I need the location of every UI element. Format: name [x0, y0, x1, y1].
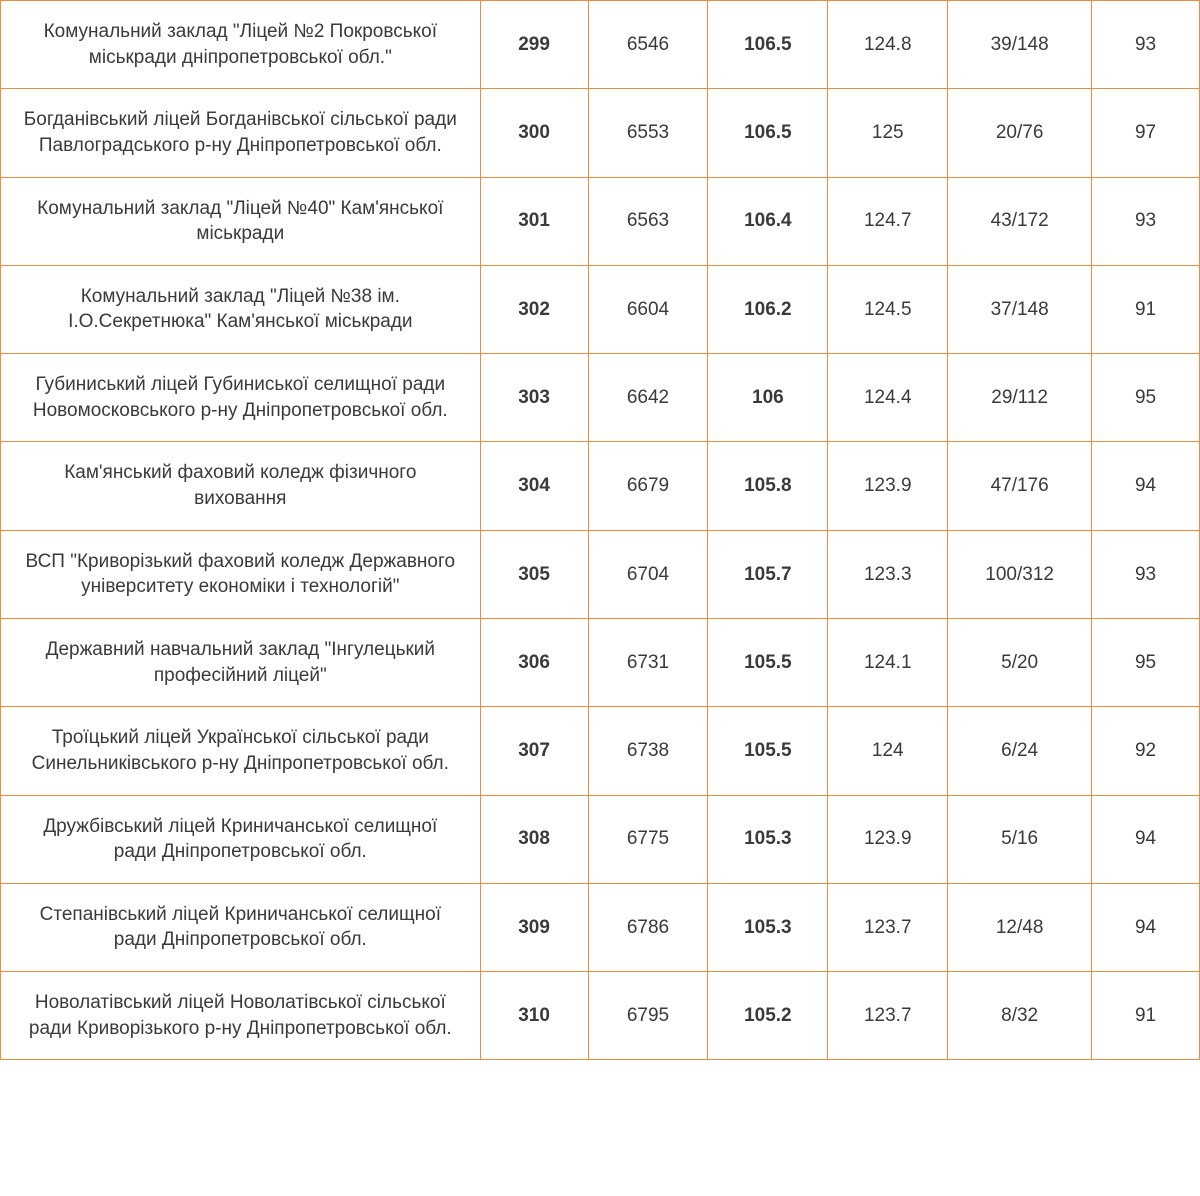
- cell-rank: 304: [480, 442, 588, 530]
- cell-score: 105.8: [708, 442, 828, 530]
- cell-ratio: 6/24: [948, 707, 1092, 795]
- cell-score: 106: [708, 354, 828, 442]
- cell-ratio: 39/148: [948, 1, 1092, 89]
- cell-ratio: 47/176: [948, 442, 1092, 530]
- cell-num2: 124.1: [828, 618, 948, 706]
- cell-score: 105.5: [708, 707, 828, 795]
- table-row: Комунальний заклад "Ліцей №38 ім. І.О.Се…: [1, 265, 1200, 353]
- cell-score: 105.3: [708, 795, 828, 883]
- cell-rank: 306: [480, 618, 588, 706]
- table-row: Кам'янський фаховий коледж фізичного вих…: [1, 442, 1200, 530]
- cell-num1: 6563: [588, 177, 708, 265]
- table-row: Степанівський ліцей Криничанської селищн…: [1, 883, 1200, 971]
- cell-rank: 309: [480, 883, 588, 971]
- cell-num2: 125: [828, 89, 948, 177]
- table-row: Губиниський ліцей Губиниської селищної р…: [1, 354, 1200, 442]
- cell-score: 105.7: [708, 530, 828, 618]
- cell-rank: 303: [480, 354, 588, 442]
- cell-num2: 123.9: [828, 442, 948, 530]
- cell-rank: 301: [480, 177, 588, 265]
- cell-num1: 6786: [588, 883, 708, 971]
- cell-num2: 124.5: [828, 265, 948, 353]
- cell-rank: 308: [480, 795, 588, 883]
- cell-name: Новолатівський ліцей Новолатівської сіль…: [1, 972, 481, 1060]
- cell-name: Комунальний заклад "Ліцей №2 Покровської…: [1, 1, 481, 89]
- cell-score: 106.2: [708, 265, 828, 353]
- cell-score: 105.5: [708, 618, 828, 706]
- cell-name: Державний навчальний заклад "Інгулецький…: [1, 618, 481, 706]
- cell-num1: 6738: [588, 707, 708, 795]
- cell-num1: 6679: [588, 442, 708, 530]
- cell-rank: 307: [480, 707, 588, 795]
- cell-score: 106.4: [708, 177, 828, 265]
- table-row: ВСП "Криворізький фаховий коледж Державн…: [1, 530, 1200, 618]
- cell-ratio: 100/312: [948, 530, 1092, 618]
- cell-num3: 93: [1092, 1, 1200, 89]
- cell-num1: 6604: [588, 265, 708, 353]
- cell-name: ВСП "Криворізький фаховий коледж Державн…: [1, 530, 481, 618]
- rankings-table: Комунальний заклад "Ліцей №2 Покровської…: [0, 0, 1200, 1060]
- table-row: Троїцький ліцей Української сільської ра…: [1, 707, 1200, 795]
- cell-num1: 6731: [588, 618, 708, 706]
- cell-ratio: 29/112: [948, 354, 1092, 442]
- cell-num3: 95: [1092, 354, 1200, 442]
- table-row: Державний навчальний заклад "Інгулецький…: [1, 618, 1200, 706]
- rankings-table-container: Комунальний заклад "Ліцей №2 Покровської…: [0, 0, 1200, 1060]
- cell-name: Богданівський ліцей Богданівської сільсь…: [1, 89, 481, 177]
- cell-num2: 123.7: [828, 883, 948, 971]
- table-row: Дружбівський ліцей Криничанської селищно…: [1, 795, 1200, 883]
- cell-num3: 93: [1092, 177, 1200, 265]
- cell-num1: 6546: [588, 1, 708, 89]
- cell-num3: 91: [1092, 265, 1200, 353]
- cell-ratio: 5/20: [948, 618, 1092, 706]
- cell-num1: 6775: [588, 795, 708, 883]
- cell-name: Губиниський ліцей Губиниської селищної р…: [1, 354, 481, 442]
- cell-name: Степанівський ліцей Криничанської селищн…: [1, 883, 481, 971]
- cell-score: 106.5: [708, 89, 828, 177]
- cell-num3: 94: [1092, 883, 1200, 971]
- table-row: Комунальний заклад "Ліцей №40" Кам'янськ…: [1, 177, 1200, 265]
- cell-num2: 123.9: [828, 795, 948, 883]
- cell-num2: 124: [828, 707, 948, 795]
- cell-ratio: 8/32: [948, 972, 1092, 1060]
- cell-score: 106.5: [708, 1, 828, 89]
- cell-rank: 302: [480, 265, 588, 353]
- cell-num2: 124.4: [828, 354, 948, 442]
- cell-num3: 94: [1092, 795, 1200, 883]
- table-row: Новолатівський ліцей Новолатівської сіль…: [1, 972, 1200, 1060]
- cell-num3: 94: [1092, 442, 1200, 530]
- cell-rank: 310: [480, 972, 588, 1060]
- cell-num3: 91: [1092, 972, 1200, 1060]
- cell-score: 105.3: [708, 883, 828, 971]
- cell-num2: 123.3: [828, 530, 948, 618]
- cell-num2: 123.7: [828, 972, 948, 1060]
- cell-num3: 92: [1092, 707, 1200, 795]
- cell-rank: 299: [480, 1, 588, 89]
- cell-ratio: 5/16: [948, 795, 1092, 883]
- cell-num3: 95: [1092, 618, 1200, 706]
- cell-ratio: 20/76: [948, 89, 1092, 177]
- cell-rank: 300: [480, 89, 588, 177]
- cell-score: 105.2: [708, 972, 828, 1060]
- cell-num1: 6642: [588, 354, 708, 442]
- cell-name: Дружбівський ліцей Криничанської селищно…: [1, 795, 481, 883]
- cell-num1: 6704: [588, 530, 708, 618]
- cell-num1: 6795: [588, 972, 708, 1060]
- table-row: Богданівський ліцей Богданівської сільсь…: [1, 89, 1200, 177]
- cell-name: Троїцький ліцей Української сільської ра…: [1, 707, 481, 795]
- cell-num2: 124.8: [828, 1, 948, 89]
- cell-ratio: 43/172: [948, 177, 1092, 265]
- cell-num2: 124.7: [828, 177, 948, 265]
- cell-ratio: 37/148: [948, 265, 1092, 353]
- cell-name: Комунальний заклад "Ліцей №40" Кам'янськ…: [1, 177, 481, 265]
- cell-name: Кам'янський фаховий коледж фізичного вих…: [1, 442, 481, 530]
- cell-name: Комунальний заклад "Ліцей №38 ім. І.О.Се…: [1, 265, 481, 353]
- cell-rank: 305: [480, 530, 588, 618]
- cell-num3: 97: [1092, 89, 1200, 177]
- cell-num3: 93: [1092, 530, 1200, 618]
- cell-ratio: 12/48: [948, 883, 1092, 971]
- cell-num1: 6553: [588, 89, 708, 177]
- table-row: Комунальний заклад "Ліцей №2 Покровської…: [1, 1, 1200, 89]
